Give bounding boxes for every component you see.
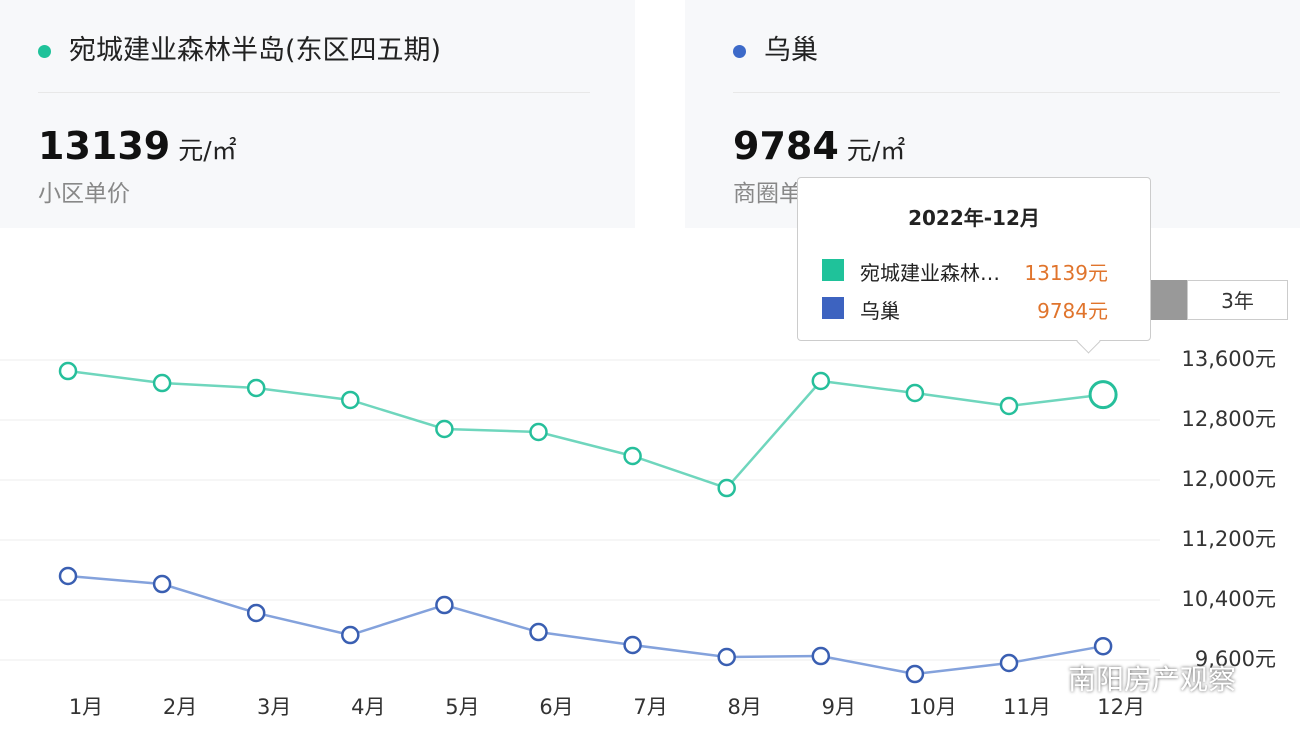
x-tick-label: 2月 — [163, 695, 197, 719]
card: 宛城建业森林半岛(东区四五期) 13139 元/㎡ 小区单价 — [0, 0, 635, 228]
price-unit: 元/㎡ — [178, 136, 237, 165]
series-line — [67, 574, 1104, 676]
point — [905, 664, 925, 684]
price-label: 小区单价 — [38, 181, 130, 207]
series-name: 宛城建业森林半岛(东区四五期) — [69, 35, 442, 66]
point — [811, 371, 831, 391]
swatch — [822, 297, 844, 319]
point — [717, 647, 736, 667]
point — [623, 635, 642, 655]
y-tick-label: 10,400元 — [1182, 587, 1276, 611]
series-line — [67, 369, 1104, 490]
y-tick-label: 12,800元 — [1182, 407, 1276, 431]
y-tick-label: 12,000元 — [1182, 467, 1276, 491]
swatch — [822, 259, 844, 281]
divider — [733, 92, 1280, 93]
y-tick-label: 11,200元 — [1182, 527, 1276, 551]
card-title: 乌巢 — [733, 28, 818, 67]
x-tick-label: 5月 — [445, 695, 479, 719]
point — [341, 390, 360, 410]
tooltip-title: 2022年-12月 — [908, 206, 1040, 230]
legend-dot — [733, 45, 746, 58]
price-unit: 元/㎡ — [846, 136, 906, 165]
tooltip-name: 乌巢 — [860, 299, 900, 323]
price-value: 13139 — [38, 124, 171, 168]
watermark: 南阳房产观察 — [1068, 663, 1237, 696]
point — [58, 566, 78, 586]
series-name: 乌巢 — [764, 35, 818, 66]
divider — [38, 92, 590, 93]
price: 9784 元/㎡ — [733, 124, 905, 168]
card-title: 宛城建业森林半岛(东区四五期) — [38, 28, 441, 67]
x-tick-label: 11月 — [1003, 695, 1051, 719]
point — [246, 378, 266, 398]
point — [811, 646, 831, 666]
x-tick-label: 12月 — [1097, 695, 1145, 719]
y-tick-label: 13,600元 — [1182, 347, 1276, 371]
point — [152, 574, 172, 594]
x-tick-label: 1月 — [69, 695, 103, 719]
x-tick-label: 9月 — [822, 695, 856, 719]
point — [905, 383, 925, 403]
tooltip-value: 9784元 — [1037, 299, 1108, 323]
x-tick-label: 7月 — [633, 695, 667, 719]
y-tick-label: 9,600元 — [1195, 647, 1276, 671]
x-tick-label: 6月 — [539, 695, 573, 719]
point — [435, 419, 454, 439]
point — [529, 622, 548, 642]
tooltip-row: 乌巢 9784元 — [822, 293, 1132, 323]
legend-dot — [38, 45, 51, 58]
point — [999, 653, 1019, 673]
tooltip: 2022年-12月 宛城建业森林半岛(东区四五期) 13139元 乌巢 9784… — [797, 177, 1151, 341]
tooltip-value: 13139元 — [1024, 261, 1108, 285]
x-tick-label: 8月 — [728, 695, 762, 719]
x-tick-label: 10月 — [909, 695, 957, 719]
point — [435, 595, 454, 615]
point — [58, 361, 78, 381]
point — [717, 478, 736, 498]
point — [623, 446, 642, 466]
price: 13139 元/㎡ — [38, 124, 237, 168]
point — [529, 422, 548, 442]
tooltip-row: 宛城建业森林半岛(东区四五期) 13139元 — [822, 255, 1132, 285]
point — [152, 373, 172, 393]
tooltip-name: 宛城建业森林半岛(东区四五期) — [860, 261, 1000, 285]
point — [999, 396, 1019, 416]
point — [1093, 636, 1113, 656]
price-value: 9784 — [733, 124, 839, 168]
point — [1088, 380, 1118, 410]
range-button[interactable]: 3年 — [1187, 280, 1288, 320]
x-tick-label: 4月 — [351, 695, 385, 719]
point — [246, 603, 266, 623]
point — [341, 625, 360, 645]
x-tick-label: 3月 — [257, 695, 291, 719]
